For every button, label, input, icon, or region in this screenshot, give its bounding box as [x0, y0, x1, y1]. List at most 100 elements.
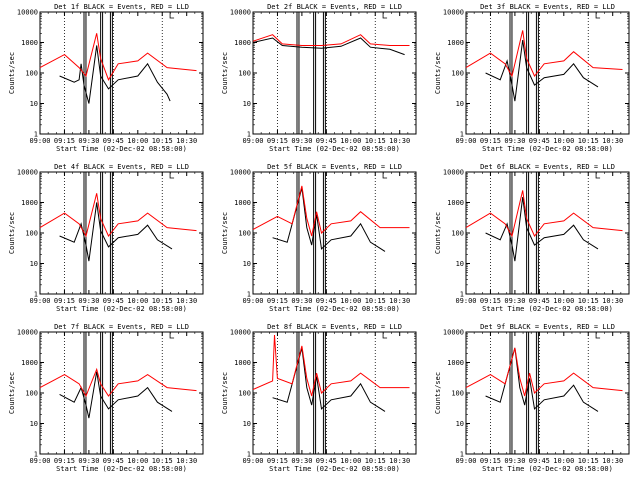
- y-tick-label: 10: [30, 420, 38, 428]
- y-tick-label: 100: [25, 70, 38, 78]
- y-tick-label: 1: [460, 291, 464, 299]
- series-line-events: [485, 347, 599, 412]
- y-tick-label: 1000: [21, 199, 38, 207]
- x-tick-label: 10:00: [553, 297, 574, 305]
- y-tick-label: 10000: [443, 169, 464, 177]
- panel-title: Det 1f BLACK = Events, RED = LLD: [54, 3, 189, 11]
- y-tick-label: 10000: [17, 329, 38, 337]
- x-axis-label: Start Time (02-Dec-02 08:58:00): [269, 305, 400, 313]
- y-tick-label: 100: [238, 230, 251, 238]
- y-tick-label: 1: [247, 291, 251, 299]
- panel-title: Det 3f BLACK = Events, RED = LLD: [480, 3, 615, 11]
- x-axis-label: Start Time (02-Dec-02 08:58:00): [482, 145, 613, 153]
- x-tick-label: 09:30: [504, 297, 525, 305]
- y-tick-label: 1000: [234, 199, 251, 207]
- x-tick-label: 09:00: [242, 297, 263, 305]
- x-tick-label: 10:30: [176, 297, 197, 305]
- series-line-lld: [252, 334, 410, 397]
- y-axis-label: Counts/sec: [434, 372, 442, 414]
- series-line-lld: [465, 347, 623, 397]
- y-tick-label: 100: [451, 230, 464, 238]
- x-tick-label: 09:00: [455, 297, 476, 305]
- y-tick-label: 100: [451, 390, 464, 398]
- x-tick-label: 09:45: [103, 297, 124, 305]
- y-tick-label: 10: [243, 420, 251, 428]
- x-tick-label: 09:45: [529, 297, 550, 305]
- series-line-lld: [465, 190, 623, 238]
- corner-bracket-marker: [169, 12, 175, 19]
- x-tick-label: 09:30: [291, 457, 312, 465]
- x-tick-label: 09:00: [29, 457, 50, 465]
- series-line-events: [59, 202, 173, 262]
- x-axis-label: Start Time (02-Dec-02 08:58:00): [56, 145, 187, 153]
- x-axis-label: Start Time (02-Dec-02 08:58:00): [482, 305, 613, 313]
- y-tick-label: 10: [456, 420, 464, 428]
- corner-bracket-marker: [595, 172, 601, 179]
- y-tick-label: 1000: [234, 359, 251, 367]
- x-tick-label: 10:15: [152, 457, 173, 465]
- x-tick-label: 10:15: [152, 137, 173, 145]
- x-tick-label: 09:15: [267, 137, 288, 145]
- y-tick-label: 100: [451, 70, 464, 78]
- x-tick-label: 09:30: [78, 457, 99, 465]
- x-axis-label: Start Time (02-Dec-02 08:58:00): [56, 465, 187, 473]
- y-tick-label: 10: [456, 100, 464, 108]
- x-tick-label: 09:45: [103, 137, 124, 145]
- panel-det-9f: Det 9f BLACK = Events, RED = LLD 1 10 100 10…: [434, 323, 630, 473]
- x-tick-label: 09:00: [455, 137, 476, 145]
- series-line-lld: [39, 367, 197, 398]
- y-tick-label: 1: [34, 291, 38, 299]
- x-tick-label: 10:15: [578, 137, 599, 145]
- x-tick-label: 10:15: [365, 297, 386, 305]
- x-tick-label: 09:30: [78, 297, 99, 305]
- y-tick-label: 10: [30, 260, 38, 268]
- y-tick-label: 1000: [21, 39, 38, 47]
- y-axis-label: Counts/sec: [221, 372, 229, 414]
- panel-det-5f: Det 5f BLACK = Events, RED = LLD 1 10 100 10…: [221, 163, 417, 313]
- x-tick-label: 09:45: [529, 137, 550, 145]
- y-tick-label: 10: [243, 100, 251, 108]
- y-tick-label: 100: [238, 390, 251, 398]
- y-tick-label: 10: [456, 260, 464, 268]
- y-axis-label: Counts/sec: [8, 52, 16, 94]
- y-axis-label: Counts/sec: [434, 52, 442, 94]
- corner-bracket-marker: [169, 332, 175, 339]
- y-tick-label: 10000: [443, 9, 464, 17]
- series-line-lld: [39, 193, 197, 238]
- series-line-lld: [252, 185, 410, 237]
- y-axis-label: Counts/sec: [221, 52, 229, 94]
- x-tick-label: 10:00: [127, 137, 148, 145]
- corner-bracket-marker: [595, 332, 601, 339]
- x-tick-label: 10:00: [340, 297, 361, 305]
- x-tick-label: 10:30: [389, 297, 410, 305]
- x-tick-label: 10:15: [365, 137, 386, 145]
- y-tick-label: 10: [30, 100, 38, 108]
- x-tick-label: 09:30: [504, 137, 525, 145]
- x-axis-label: Start Time (02-Dec-02 08:58:00): [269, 465, 400, 473]
- x-tick-label: 10:15: [578, 297, 599, 305]
- x-tick-label: 10:30: [176, 137, 197, 145]
- y-axis-label: Counts/sec: [8, 372, 16, 414]
- x-tick-label: 09:00: [29, 297, 50, 305]
- x-axis-label: Start Time (02-Dec-02 08:58:00): [482, 465, 613, 473]
- x-tick-label: 10:00: [340, 457, 361, 465]
- panel-title: Det 2f BLACK = Events, RED = LLD: [267, 3, 402, 11]
- x-tick-label: 09:45: [316, 457, 337, 465]
- panel-det-6f: Det 6f BLACK = Events, RED = LLD 1 10 100 10…: [434, 163, 630, 313]
- y-tick-label: 100: [25, 390, 38, 398]
- x-tick-label: 09:45: [103, 457, 124, 465]
- x-tick-label: 10:30: [602, 457, 623, 465]
- y-tick-label: 1000: [447, 199, 464, 207]
- panel-det-7f: Det 7f BLACK = Events, RED = LLD 1 10 100 10…: [8, 323, 204, 473]
- x-axis-label: Start Time (02-Dec-02 08:58:00): [56, 305, 187, 313]
- x-tick-label: 09:45: [316, 137, 337, 145]
- x-tick-label: 09:45: [316, 297, 337, 305]
- x-tick-label: 10:30: [389, 137, 410, 145]
- series-line-events: [485, 197, 599, 262]
- x-tick-label: 09:15: [480, 297, 501, 305]
- x-axis-label: Start Time (02-Dec-02 08:58:00): [269, 145, 400, 153]
- y-tick-label: 1: [34, 131, 38, 139]
- x-tick-label: 10:30: [602, 137, 623, 145]
- y-tick-label: 1000: [21, 359, 38, 367]
